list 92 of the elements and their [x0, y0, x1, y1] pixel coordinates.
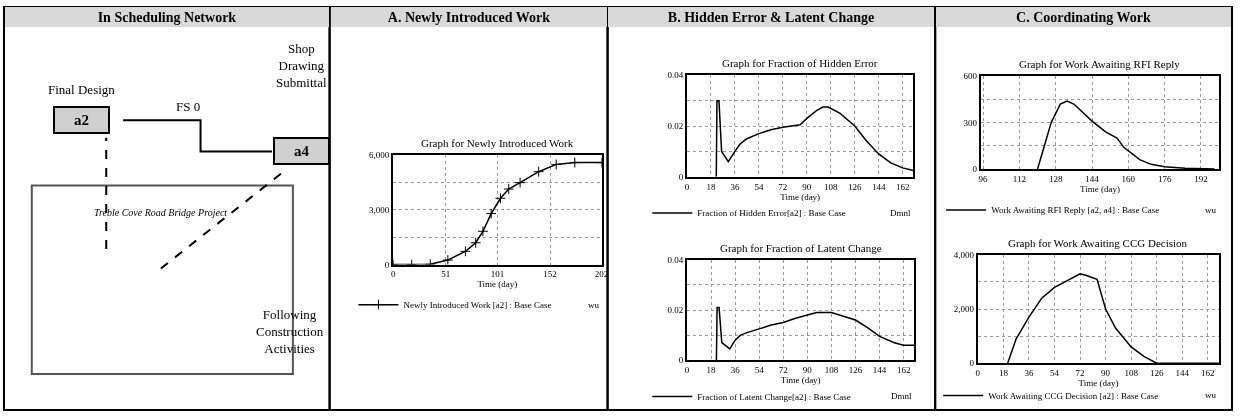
x-tick-label: 144 [1085, 173, 1100, 184]
text: A. Newly Introduced Work [387, 9, 551, 25]
x-tick-label: 144 [871, 181, 886, 192]
x-tick-label: 112 [1012, 173, 1027, 184]
x-tick-label: 72 [778, 181, 788, 192]
point [550, 159, 562, 170]
text: Dmnl [891, 391, 912, 401]
y-tick-label: 6,000 [369, 150, 390, 161]
text: Final Design [48, 82, 116, 97]
x-tick-label: 126 [848, 181, 863, 192]
x-axis-title: Time (day) [780, 191, 821, 202]
x-axis-title: Time (day) [1080, 183, 1120, 194]
y-tick-label: 2,000 [953, 304, 975, 315]
text: Dmnl [890, 208, 911, 218]
y-tick-label: 0.02 [667, 305, 684, 316]
x-tick-label: 152 [543, 269, 557, 280]
y-tick-label: 600 [963, 71, 978, 82]
point [477, 225, 489, 237]
x-tick-label: 176 [1157, 173, 1172, 184]
point [442, 254, 454, 265]
point [459, 245, 471, 257]
x-tick-label: 128 [1048, 173, 1063, 184]
text: FS 0 [176, 99, 201, 114]
text: wu [1205, 205, 1217, 215]
x-tick-label: 36 [730, 365, 741, 376]
x-tick-label: 36 [1024, 368, 1034, 378]
chart-title: Graph for Work Awaiting CCG Decision [1008, 237, 1188, 249]
x-tick-label: 36 [730, 181, 740, 192]
legend-label: Work Awaiting CCG Decision [a2] : Base Case [988, 390, 1159, 401]
y-tick-label: 0 [969, 358, 975, 369]
chart-title: Graph for Newly Introduced Work [421, 137, 574, 149]
text: Shop Drawing Submittal [276, 41, 327, 90]
x-axis-title: Time (day) [1078, 378, 1119, 388]
x-tick-label: 72 [1075, 368, 1085, 378]
x-tick-label: 101 [490, 269, 505, 280]
y-tick-label: 0.02 [667, 121, 684, 132]
x-tick-label: 51 [441, 269, 451, 280]
text: wu [1205, 390, 1217, 400]
x-tick-label: 54 [1050, 368, 1060, 378]
y-tick-label: 0.04 [667, 254, 684, 265]
point [495, 192, 506, 204]
chart-title: Graph for Fraction of Latent Change [720, 242, 882, 254]
point [503, 183, 515, 195]
legend-label: Work Awaiting RFI Reply [a2, a4] : Base Case [991, 205, 1160, 216]
x-tick-label: 54 [754, 365, 765, 376]
x-tick-label: 54 [754, 181, 764, 192]
chart-title: Graph for Fraction of Hidden Error [722, 57, 878, 69]
y-tick-label: 300 [963, 117, 978, 128]
x-tick-label: 192 [1194, 173, 1208, 184]
x-tick-label: 108 [1124, 368, 1139, 378]
y-tick-label: 0 [384, 259, 390, 270]
legend-label: Newly Introduced Work [a2] : Base Case [403, 300, 552, 311]
x-tick-label: 18 [998, 368, 1009, 378]
text: B. Hidden Error & Latent Change [667, 9, 875, 25]
x-tick-label: 144 [872, 365, 887, 376]
y-tick-label: 0 [972, 164, 978, 175]
x-tick-label: 72 [778, 365, 788, 376]
x-tick-label: 162 [895, 181, 910, 192]
x-tick-label: 160 [1121, 173, 1136, 184]
text: wu [588, 300, 600, 310]
y-tick-label: 4,000 [953, 250, 975, 261]
y-tick-label: 0.04 [667, 70, 684, 81]
text: a4 [294, 143, 310, 159]
point [569, 157, 581, 168]
x-tick-label: 108 [824, 181, 839, 192]
x-tick-label: 18 [706, 181, 716, 192]
x-axis-title: Time (day) [477, 279, 518, 290]
y-tick-label: 0 [678, 355, 684, 366]
x-tick-label: 90 [802, 181, 812, 192]
legend-label: Fraction of Hidden Error[a2] : Base Case [697, 208, 846, 219]
text: Treble Cove Road Bridge Project [94, 207, 228, 218]
x-tick-label: 18 [706, 365, 717, 376]
text: a2 [74, 112, 89, 128]
x-tick-label: 90 [802, 365, 813, 376]
x-tick-label: 126 [848, 365, 863, 376]
x-tick-label: 144 [1175, 368, 1190, 378]
text: C. Coordinating Work [1016, 9, 1151, 25]
chart-title: Graph for Work Awaiting RFI Reply [1019, 58, 1181, 70]
legend-label: Fraction of Latent Change[a2] : Base Case [697, 391, 851, 402]
x-tick-label: 108 [824, 365, 839, 376]
x-tick-label: 126 [1149, 368, 1164, 378]
point [470, 237, 482, 249]
x-tick-label: 90 [1101, 368, 1111, 378]
x-tick-label: 162 [896, 365, 911, 376]
point [485, 208, 497, 220]
x-tick-label: 96 [978, 173, 989, 184]
point [533, 166, 545, 178]
text: In Scheduling Network [97, 9, 237, 25]
x-axis-title: Time (day) [780, 375, 821, 386]
x-tick-label: 162 [1201, 368, 1215, 378]
y-tick-label: 3,000 [369, 205, 390, 216]
point [514, 177, 526, 189]
